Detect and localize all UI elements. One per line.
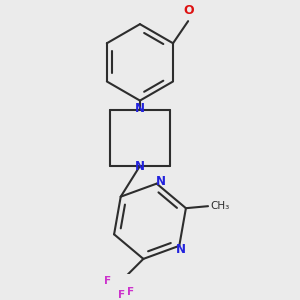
Text: N: N [156,175,166,188]
Text: N: N [176,243,186,256]
Text: F: F [127,287,134,297]
Text: CH₃: CH₃ [210,201,229,211]
Text: F: F [103,276,111,286]
Text: N: N [135,160,145,173]
Text: F: F [118,290,125,300]
Text: N: N [135,102,145,115]
Text: O: O [184,4,194,17]
